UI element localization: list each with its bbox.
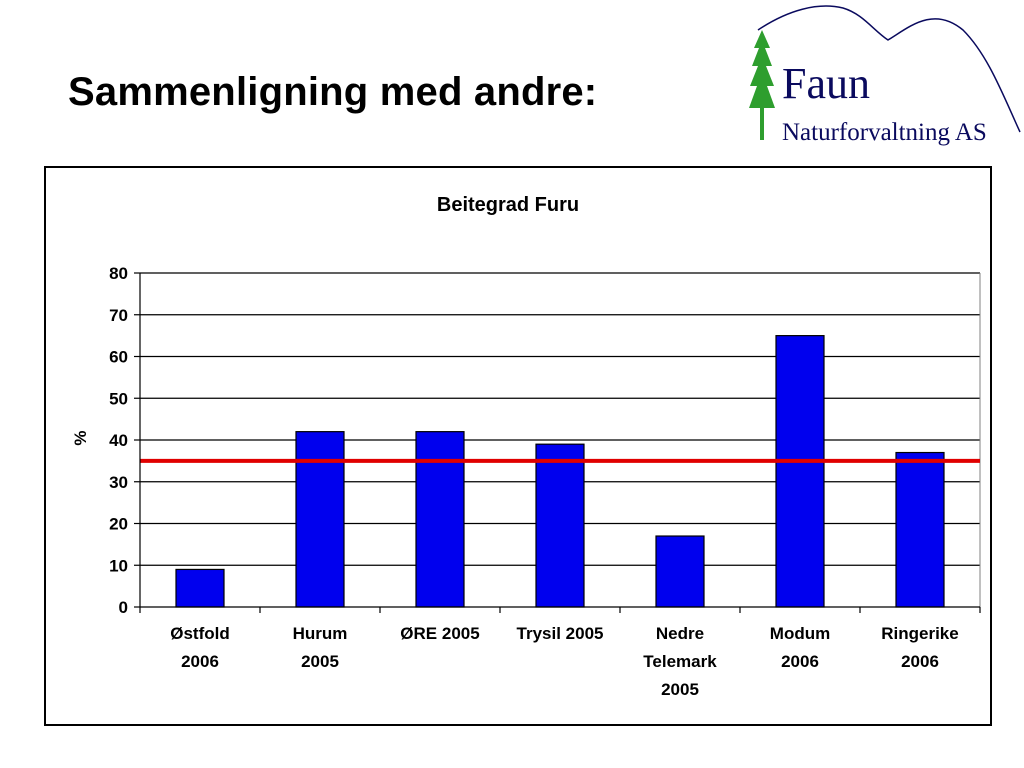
y-tick-label: 0 xyxy=(119,598,128,617)
x-tick-label: Hurum 2005 xyxy=(293,624,348,671)
y-axis-label: % xyxy=(71,430,90,445)
bar xyxy=(295,431,345,608)
logo-name: Faun xyxy=(782,59,870,108)
x-tick-label: Modum 2006 xyxy=(770,624,830,671)
bar xyxy=(655,535,705,608)
x-tick-label: Østfold 2006 xyxy=(170,624,230,671)
x-tick-label: ØRE 2005 xyxy=(400,624,479,643)
x-tick-label: Trysil 2005 xyxy=(517,624,604,643)
chart-title: Beitegrad Furu xyxy=(437,194,579,216)
bar xyxy=(415,431,465,608)
bar xyxy=(775,335,825,608)
y-tick-label: 30 xyxy=(109,473,128,492)
logo-subtitle: Naturforvaltning AS xyxy=(782,119,987,146)
x-tick-label: Nedre Telemark 2005 xyxy=(643,624,717,699)
bar-chart: Beitegrad Furu 0 10 20 30 40 50 60 70 80 Østfold… xyxy=(71,194,981,699)
bar xyxy=(895,451,945,608)
y-tick-label: 70 xyxy=(109,306,128,325)
y-tick-label: 80 xyxy=(109,264,128,283)
logo-mountain-outline xyxy=(757,5,1021,133)
y-tick-label: 10 xyxy=(109,556,128,575)
chart-frame: Beitegrad Furu 0 10 20 30 40 50 60 70 80 Østfold… xyxy=(44,166,992,726)
y-tick-label: 40 xyxy=(109,431,128,450)
bar xyxy=(535,443,585,608)
bar xyxy=(175,568,225,608)
x-tick-label: Ringerike 2006 xyxy=(881,624,958,671)
company-logo: Faun Naturforvaltning AS xyxy=(749,5,1021,146)
y-tick-label: 20 xyxy=(109,515,128,534)
y-tick-label: 60 xyxy=(109,348,128,367)
tree-icon xyxy=(749,30,775,140)
y-tick-label: 50 xyxy=(109,389,128,408)
slide-title: Sammenligning med andre: xyxy=(68,70,598,114)
